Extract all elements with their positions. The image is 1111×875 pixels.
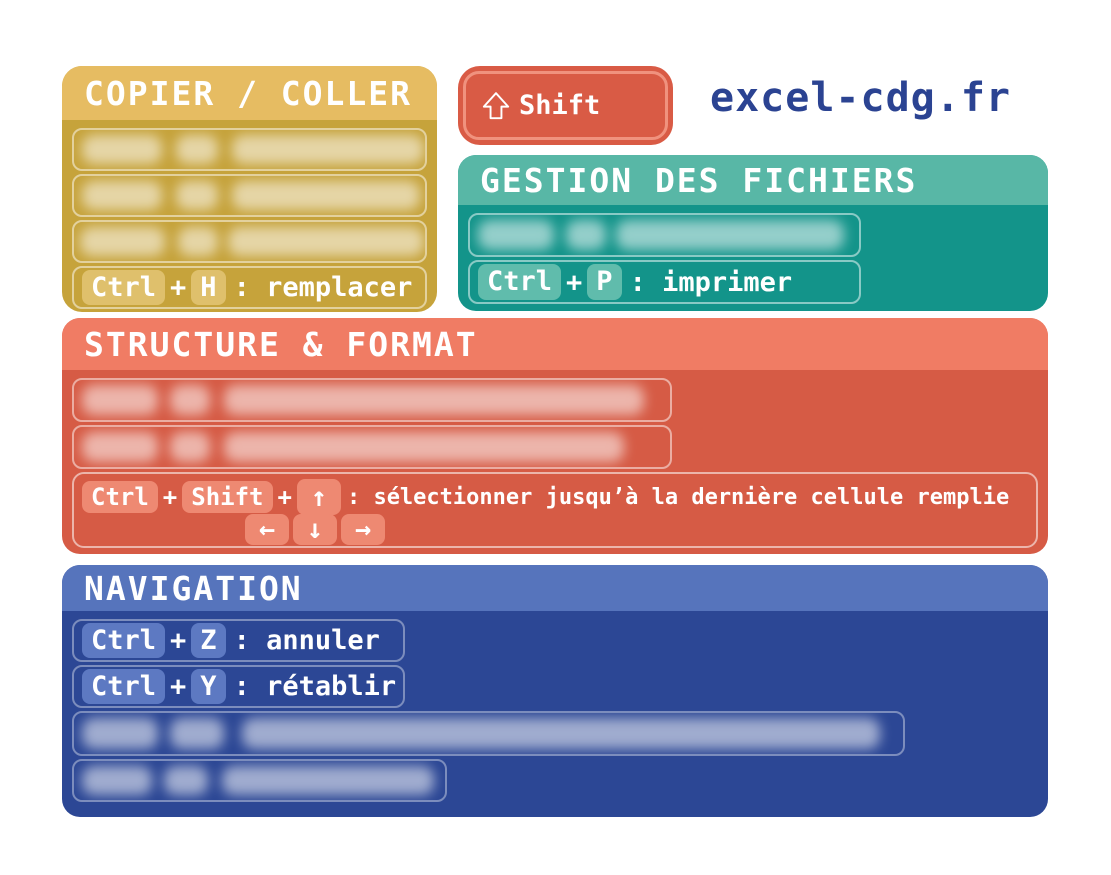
redaction-blob (170, 385, 210, 415)
plus-separator: + (162, 483, 178, 511)
redaction-blob (82, 718, 158, 749)
shortcut-row-imprimer: Ctrl + P : imprimer (468, 260, 861, 304)
shortcut-description: : sélectionner jusqu’à la dernière cellu… (346, 484, 1010, 510)
redaction-blob (178, 227, 218, 256)
redaction-blob (176, 135, 218, 164)
redacted-shortcut-row (72, 759, 447, 802)
arrow-down-key: ↓ (293, 514, 337, 545)
structure-format-panel: STRUCTURE & FORMAT Ctrl + Shift + ↑ : (62, 318, 1048, 554)
redaction-blob (164, 766, 208, 795)
redaction-blob (82, 135, 162, 164)
redacted-shortcut-row (72, 174, 427, 217)
copier-coller-panel: COPIER / COLLER Ctrl + H : rempla (62, 66, 437, 312)
arrow-left-key: ← (245, 514, 289, 545)
redaction-blob (242, 718, 880, 749)
shift-icon (482, 91, 510, 119)
arrow-up-icon: ↑ (310, 481, 328, 513)
redaction-blob (176, 181, 218, 210)
redaction-blob (80, 227, 165, 256)
redaction-blob (224, 385, 644, 415)
ctrl-key: Ctrl (82, 269, 166, 306)
redaction-blob (82, 432, 158, 462)
shortcut-row-selectionner: Ctrl + Shift + ↑ : sélectionner jusqu’à … (72, 472, 1038, 548)
arrow-up-key: ↑ (296, 479, 341, 515)
p-key: P (587, 264, 622, 300)
redaction-blob (82, 181, 162, 210)
redacted-shortcut-row (72, 128, 427, 171)
redaction-blob (616, 220, 844, 250)
shift-key-label: Shift (519, 90, 601, 121)
redaction-blob (478, 220, 554, 250)
redaction-blob (232, 135, 424, 164)
structure-format-title: STRUCTURE & FORMAT (62, 318, 1048, 370)
shortcut-row-retablir: Ctrl + Y : rétablir (72, 665, 405, 708)
navigation-panel: NAVIGATION Ctrl + Z : annuler Ctrl + Y :… (62, 565, 1048, 817)
ctrl-key: Ctrl (82, 668, 166, 705)
redacted-shortcut-row (72, 425, 672, 469)
redacted-shortcut-row (72, 711, 905, 756)
redacted-shortcut-row (72, 220, 427, 263)
ctrl-key: Ctrl (478, 264, 562, 300)
redaction-blob (82, 766, 152, 795)
redaction-blob (566, 220, 606, 250)
shortcut-row-remplacer: Ctrl + H : remplacer (72, 266, 427, 309)
copier-coller-title: COPIER / COLLER (62, 66, 437, 120)
redaction-blob (170, 432, 210, 462)
shift-keycap: Shift (458, 66, 673, 145)
h-key: H (191, 269, 226, 306)
plus-separator: + (170, 625, 187, 656)
shortcut-description: : rétablir (233, 671, 397, 702)
arrow-down-icon: ↓ (306, 514, 324, 545)
gestion-fichiers-title: GESTION DES FICHIERS (458, 155, 1048, 205)
shortcut-row-annuler: Ctrl + Z : annuler (72, 619, 405, 662)
ctrl-key: Ctrl (82, 622, 166, 659)
arrow-left-icon: ← (258, 514, 276, 545)
redaction-blob (228, 227, 424, 256)
redaction-blob (82, 385, 158, 415)
plus-separator: + (566, 266, 583, 298)
navigation-title: NAVIGATION (62, 565, 1048, 611)
plus-separator: + (277, 483, 292, 511)
plus-separator: + (170, 671, 187, 702)
redaction-blob (222, 766, 434, 795)
redaction-blob (224, 432, 624, 462)
shift-key: Shift (182, 481, 273, 513)
redacted-shortcut-row (72, 378, 672, 422)
y-key: Y (191, 668, 226, 705)
plus-separator: + (170, 272, 187, 303)
shortcut-description: : remplacer (233, 272, 413, 303)
ctrl-key: Ctrl (82, 481, 158, 513)
arrow-right-icon: → (354, 514, 372, 545)
redacted-shortcut-row (468, 213, 861, 257)
z-key: Z (191, 622, 226, 659)
gestion-fichiers-panel: GESTION DES FICHIERS Ctrl + P : imprimer (458, 155, 1048, 311)
arrow-right-key: → (341, 514, 385, 545)
redaction-blob (170, 718, 224, 749)
arrow-keypad: ← ↓ → (245, 514, 385, 545)
site-brand: excel-cdg.fr (710, 75, 1011, 121)
shortcut-description: : annuler (233, 625, 380, 656)
redaction-blob (232, 181, 420, 210)
shortcut-description: : imprimer (629, 266, 793, 298)
